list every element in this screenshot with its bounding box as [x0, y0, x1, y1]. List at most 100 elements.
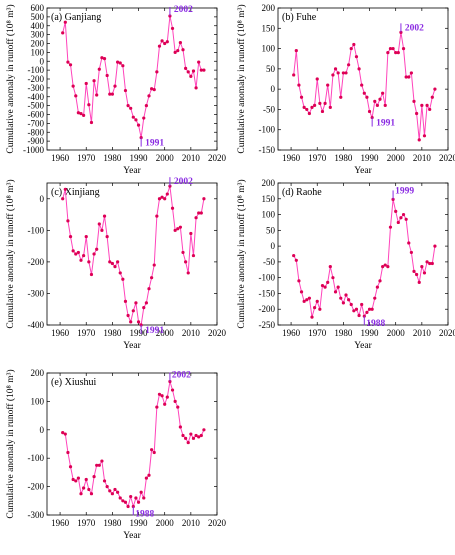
data-point: [178, 41, 182, 45]
data-point: [105, 73, 109, 78]
data-point: [108, 260, 112, 264]
data-point: [367, 307, 372, 311]
y-tick-label: 100: [262, 210, 276, 220]
data-point: [428, 107, 432, 112]
y-axis-title: Cumulative anomaly in runoff (10⁸ m³): [5, 369, 16, 518]
data-point: [84, 477, 88, 482]
panel-title: (b) Fuhe: [282, 12, 317, 23]
data-point: [82, 113, 86, 117]
y-tick-label: -900: [28, 136, 45, 146]
data-point: [136, 500, 141, 504]
data-point: [71, 84, 75, 88]
data-point: [386, 265, 390, 269]
data-point: [339, 95, 343, 99]
y-tick-label: -100: [28, 453, 45, 463]
data-point: [170, 388, 175, 392]
data-point: [76, 111, 80, 115]
data-point: [197, 211, 201, 215]
data-point: [310, 315, 314, 319]
data-point: [336, 71, 340, 75]
data-point: [116, 260, 120, 264]
data-point: [74, 479, 78, 483]
data-point: [194, 86, 198, 90]
data-point: [160, 394, 164, 398]
data-point: [202, 428, 206, 432]
data-point: [347, 298, 351, 302]
data-point: [378, 279, 382, 283]
data-point: [425, 103, 429, 107]
y-tick-label: -200: [28, 74, 45, 84]
data-point: [97, 67, 101, 71]
data-point: [339, 296, 343, 300]
x-tick-label: 1960: [51, 518, 70, 528]
data-point: [352, 309, 356, 313]
chart-panel-5: 1960 1970 1980 1990 2000 2010 2020-300-200-100…: [5, 368, 227, 541]
data-point: [66, 450, 70, 455]
data-point: [95, 93, 99, 97]
y-tick-label: -100: [28, 65, 45, 75]
data-point: [302, 299, 306, 303]
data-point: [150, 87, 154, 91]
data-point: [347, 63, 351, 67]
data-point: [294, 49, 298, 53]
x-tick-label: 1990: [361, 153, 380, 163]
data-point: [373, 99, 377, 103]
x-tick-label: 1990: [130, 328, 149, 338]
data-point: [399, 216, 403, 220]
data-point: [165, 40, 169, 44]
data-point: [160, 195, 164, 199]
x-tick-label: 1970: [77, 328, 96, 338]
y-tick-label: 50: [266, 64, 276, 74]
data-point: [100, 56, 104, 60]
y-tick-label: 150: [262, 194, 276, 204]
data-point: [87, 260, 91, 264]
data-point: [157, 197, 162, 201]
data-point: [134, 496, 138, 500]
data-point: [66, 219, 70, 223]
data-point: [394, 51, 398, 55]
data-point: [150, 276, 154, 280]
data-point: [131, 115, 135, 119]
y-tick-label: -150: [259, 288, 276, 298]
data-point: [401, 212, 406, 217]
data-point: [97, 222, 101, 226]
data-point: [121, 499, 125, 503]
y-tick-label: -50: [263, 257, 275, 267]
chart-panel-2: 1960 1970 1980 1990 2000 2010 2020 -150 -100 -50 0…: [236, 3, 455, 176]
data-point: [199, 433, 203, 438]
data-point: [157, 392, 162, 396]
x-tick-label: 2020: [208, 518, 227, 528]
x-tick-label: 2020: [439, 328, 455, 338]
x-tick-label: 1960: [51, 328, 70, 338]
x-tick-label: 1980: [334, 328, 353, 338]
data-point: [82, 253, 86, 258]
data-point: [170, 206, 175, 210]
data-point: [299, 290, 304, 294]
data-point: [375, 285, 379, 289]
y-tick-label: -1000: [23, 145, 44, 155]
data-point: [378, 97, 382, 101]
data-point: [297, 279, 301, 283]
y-axis-title: Cumulative anomaly in runoff (10⁸ m³): [5, 179, 16, 328]
data-point: [320, 283, 325, 288]
y-tick-label: 600: [31, 3, 45, 13]
y-tick-label: -100: [259, 125, 276, 135]
panel-title: (c) Xinjiang: [51, 187, 100, 198]
annotation-label: 1999: [395, 186, 414, 196]
data-point: [328, 105, 332, 109]
data-point: [373, 296, 377, 300]
data-point: [126, 104, 130, 108]
data-point: [123, 299, 128, 303]
data-point: [326, 280, 330, 284]
y-tick-label: 0: [40, 56, 45, 66]
data-point: [318, 101, 322, 105]
data-point: [354, 55, 359, 59]
y-tick-label: 200: [262, 178, 276, 188]
data-point: [420, 265, 424, 269]
annotation-label: 1991: [376, 119, 395, 129]
data-point: [412, 269, 416, 273]
data-point: [105, 235, 109, 239]
y-tick-label: -250: [259, 320, 276, 330]
data-point: [362, 91, 366, 95]
x-tick-label: 1980: [334, 153, 353, 163]
